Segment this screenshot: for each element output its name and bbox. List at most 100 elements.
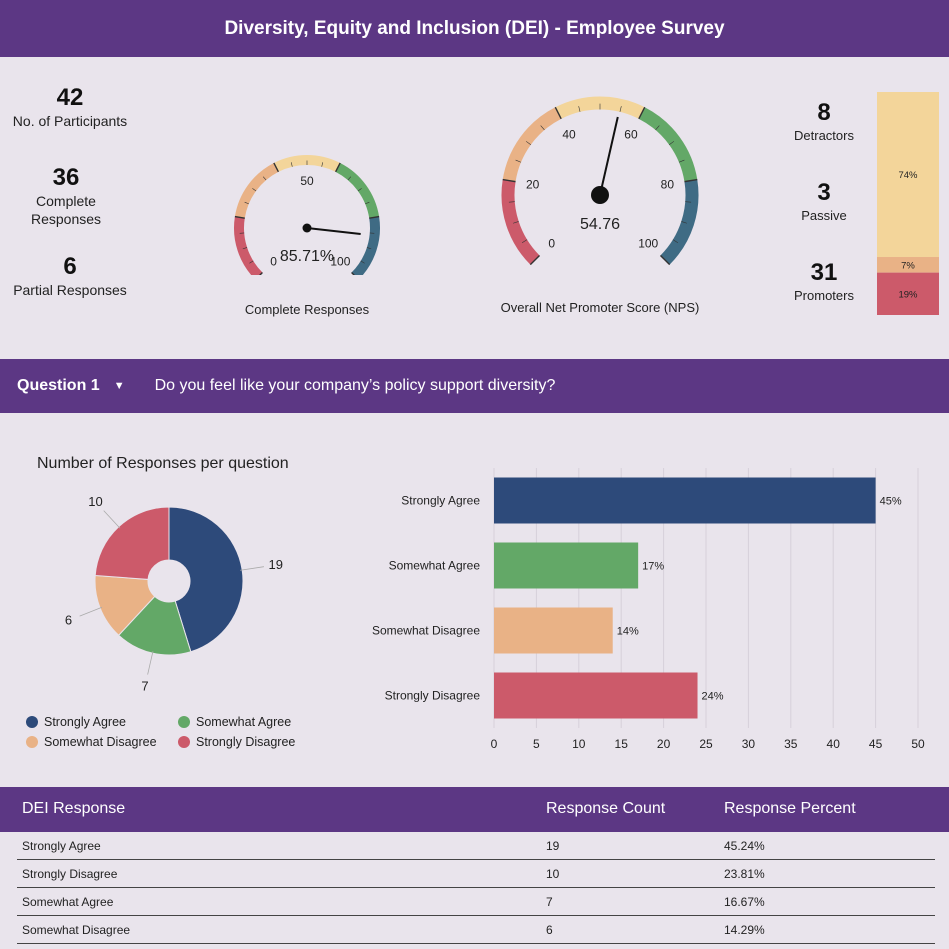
gauge-band [502,107,562,182]
y-category-label: Strongly Disagree [385,689,481,703]
pie-slice [94,506,170,580]
bar [494,477,876,524]
stack-segment-label: 74% [898,170,918,181]
pie-data-label: 6 [65,612,72,627]
gauge-value: 54.76 [580,216,620,233]
gauge-tick [347,176,352,181]
gauge-band [555,96,645,119]
table-cell: 6 [546,923,553,937]
gauge-tick [678,159,685,163]
dashboard-title: Diversity, Equity and Inclusion (DEI) - … [224,17,725,39]
bar-data-label: 14% [617,626,639,638]
gauge-tick [365,201,370,205]
x-tick-label: 15 [615,737,629,751]
gauge-value: 85.71% [280,248,334,265]
bar-data-label: 24% [702,691,724,703]
gauge-hub [302,223,312,233]
gauge-tick [273,162,280,173]
chevron-down-icon[interactable]: ▼ [113,380,125,392]
table-header-count[interactable]: Response Count [546,800,666,817]
legend-strongly-agree: Strongly Agree [26,715,126,729]
x-tick-label: 30 [742,737,756,751]
legend-dot-strongly-disagree [178,736,190,748]
gauge-tick-label: 0 [270,255,277,269]
gauge-tick [351,272,355,275]
stack-segment-label: 19% [898,289,918,300]
kpi-partial-label: Partial Responses [13,282,127,298]
gauge-tick-label: 40 [562,127,576,141]
bar-data-label: 45% [880,496,902,508]
table-row: Somewhat Disagree 6 14.29% [17,916,935,944]
kpi-participants-label: No. of Participants [12,113,128,129]
table-header-percent[interactable]: Response Percent [724,800,856,817]
gauge-tick [244,201,249,205]
pie-slice [168,506,244,653]
table-header-response[interactable]: DEI Response [22,800,126,817]
bar [494,542,639,589]
gauge-band [638,107,698,182]
responses-pie-chart: 19 7 6 10 [65,494,283,693]
gauge-tick [366,247,372,250]
legend-label-somewhat-agree: Somewhat Agree [196,715,292,729]
responses-bar-chart: 0 5 10 15 20 25 30 35 40 45 50 Strongly Agree 45% Som… [372,468,925,751]
x-tick-label: 25 [699,737,713,751]
table-cell: 7 [546,895,553,909]
table-cell: Strongly Agree [22,839,101,853]
gauge-needle [599,116,619,196]
detractors-value: 8 [817,99,831,126]
gauge-tick [554,106,562,120]
gauge-hub [591,186,609,204]
legend-somewhat-agree: Somewhat Agree [178,715,291,729]
question-selector-label: Question 1 [17,377,100,394]
pie-data-label: 10 [88,494,102,509]
gauge-tick [321,162,324,167]
gauge-tick [249,260,254,264]
table-row: Strongly Agree 19 45.24% [17,832,935,860]
gauge-tick-label: 60 [624,127,638,141]
bar [494,607,613,654]
legend-strongly-disagree: Strongly Disagree [178,735,295,749]
gauge-tick-label: 0 [548,236,555,250]
gauge-tick [360,260,365,264]
legend-dot-strongly-agree [26,716,38,728]
stack-segment [877,92,939,258]
table-cell: Strongly Disagree [22,867,118,881]
gauge-tick [659,254,671,266]
detractors-label: Detractors [794,128,854,143]
table-cell: 45.24% [724,839,765,853]
pie-data-label: 7 [141,678,148,693]
gauge-tick-label: 100 [638,236,658,250]
nps-gauge: 0 20 40 60 80 100 54.76 [501,96,699,266]
legend-somewhat-disagree: Somewhat Disagree [26,735,157,749]
pie-data-label: 19 [269,557,283,572]
x-tick-label: 40 [827,737,841,751]
table-header: DEI Response Response Count Response Per… [0,787,949,832]
kpi-complete-label: Complete Responses [30,193,102,227]
pie-leader-line [240,566,264,571]
gauge-tick [357,188,362,192]
pie-slice [94,574,156,636]
table-cell: 23.81% [724,867,765,881]
question-selector[interactable]: Question 1 ▼ [17,377,125,395]
gauge-tick [290,162,293,167]
gauge-tick [672,239,679,243]
pie-leader-line [147,651,154,675]
gauge-band [234,216,263,275]
kpi-complete: 36 Complete Responses [0,164,132,228]
gauge-tick [684,178,698,183]
kpi-participants-value: 42 [56,84,84,111]
gauge-tick-label: 20 [526,178,540,192]
gauge-tick [259,272,263,275]
table-cell: Somewhat Disagree [22,923,131,937]
legend-dot-somewhat-agree [178,716,190,728]
table-cell: 16.67% [724,895,765,909]
x-tick-label: 35 [784,737,798,751]
x-tick-label: 10 [572,737,586,751]
gauge-tick [513,221,519,224]
gauge-band [351,216,380,275]
x-tick-label: 0 [491,737,498,751]
gauge-tick [529,254,541,266]
pie-leader-line [79,606,103,617]
kpi-participants: 42 No. of Participants [0,84,140,130]
